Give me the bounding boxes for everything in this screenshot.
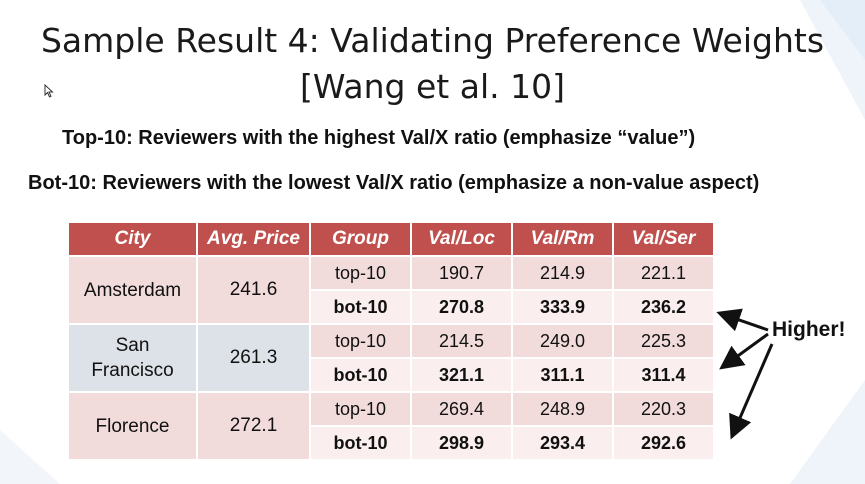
table-row: San Francisco 261.3 top-10 214.5 249.0 2… bbox=[69, 325, 713, 391]
avg-price-cell: 241.6 bbox=[198, 257, 309, 323]
arrow-to-amsterdam-icon bbox=[716, 308, 769, 332]
table-row: Amsterdam 241.6 top-10 190.7 214.9 221.1 bbox=[69, 257, 713, 323]
table-header-row: City Avg. Price Group Val/Loc Val/Rm Val… bbox=[69, 223, 713, 255]
val-loc-cell: 190.7 bbox=[412, 257, 511, 289]
val-ser-cell: 236.2 bbox=[614, 291, 713, 323]
higher-annotation: Higher! bbox=[772, 318, 846, 341]
preference-weights-table: City Avg. Price Group Val/Loc Val/Rm Val… bbox=[67, 221, 715, 461]
val-ser-cell: 292.6 bbox=[614, 427, 713, 459]
city-cell: San Francisco bbox=[69, 325, 196, 391]
val-rm-cell: 311.1 bbox=[513, 359, 612, 391]
slide-title-line-1: Sample Result 4: Validating Preference W… bbox=[40, 21, 825, 60]
group-cell: bot-10 bbox=[311, 359, 410, 391]
slide-title: Sample Result 4: Validating Preference W… bbox=[0, 18, 865, 110]
val-ser-cell: 225.3 bbox=[614, 325, 713, 357]
group-cell: bot-10 bbox=[311, 427, 410, 459]
higher-arrows bbox=[716, 308, 774, 440]
mouse-pointer-icon bbox=[44, 83, 54, 103]
val-loc-cell: 214.5 bbox=[412, 325, 511, 357]
header-group: Group bbox=[311, 223, 410, 255]
group-cell: top-10 bbox=[311, 257, 410, 289]
group-cell: top-10 bbox=[311, 325, 410, 357]
table-row: bot-10 270.8 333.9 236.2 bbox=[69, 291, 713, 323]
val-loc-cell: 270.8 bbox=[412, 291, 511, 323]
arrow-to-san-francisco-icon bbox=[719, 332, 769, 370]
table-row: bot-10 298.9 293.4 292.6 bbox=[69, 427, 713, 459]
arrow-to-florence-icon bbox=[729, 343, 774, 440]
group-cell: bot-10 bbox=[311, 291, 410, 323]
header-val-loc: Val/Loc bbox=[412, 223, 511, 255]
top-10-definition: Top-10: Reviewers with the highest Val/X… bbox=[62, 127, 696, 149]
avg-price-cell: 272.1 bbox=[198, 393, 309, 459]
header-val-ser: Val/Ser bbox=[614, 223, 713, 255]
val-loc-cell: 298.9 bbox=[412, 427, 511, 459]
val-loc-cell: 321.1 bbox=[412, 359, 511, 391]
val-loc-cell: 269.4 bbox=[412, 393, 511, 425]
header-val-rm: Val/Rm bbox=[513, 223, 612, 255]
val-ser-cell: 220.3 bbox=[614, 393, 713, 425]
val-rm-cell: 214.9 bbox=[513, 257, 612, 289]
val-ser-cell: 311.4 bbox=[614, 359, 713, 391]
bot-10-definition: Bot-10: Reviewers with the lowest Val/X … bbox=[28, 172, 760, 194]
header-avg-price: Avg. Price bbox=[198, 223, 309, 255]
val-rm-cell: 249.0 bbox=[513, 325, 612, 357]
header-city: City bbox=[69, 223, 196, 255]
group-cell: top-10 bbox=[311, 393, 410, 425]
slide-title-line-2: [Wang et al. 10] bbox=[300, 67, 565, 106]
val-rm-cell: 248.9 bbox=[513, 393, 612, 425]
city-cell: Amsterdam bbox=[69, 257, 196, 323]
table-row: Florence 272.1 top-10 269.4 248.9 220.3 bbox=[69, 393, 713, 459]
val-rm-cell: 293.4 bbox=[513, 427, 612, 459]
avg-price-cell: 261.3 bbox=[198, 325, 309, 391]
table-row: bot-10 321.1 311.1 311.4 bbox=[69, 359, 713, 391]
city-cell: Florence bbox=[69, 393, 196, 459]
val-rm-cell: 333.9 bbox=[513, 291, 612, 323]
val-ser-cell: 221.1 bbox=[614, 257, 713, 289]
